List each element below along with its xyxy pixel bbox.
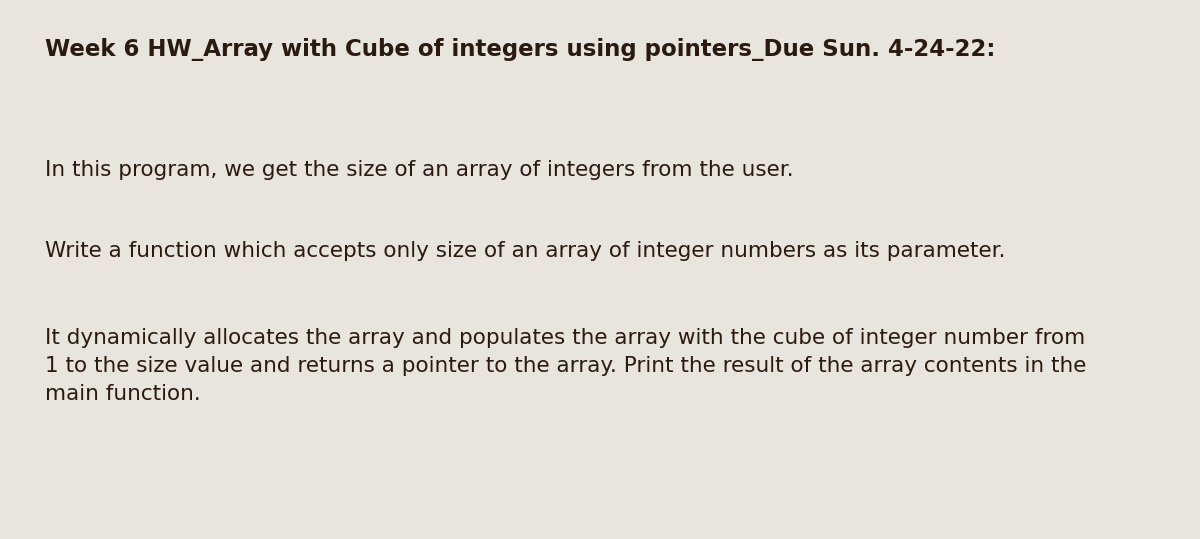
Text: Write a function which accepts only size of an array of integer numbers as its p: Write a function which accepts only size… xyxy=(46,241,1006,261)
Text: Week 6 HW_Array with Cube of integers using pointers_Due Sun. 4-24-22:: Week 6 HW_Array with Cube of integers us… xyxy=(46,38,995,61)
Text: In this program, we get the size of an array of integers from the user.: In this program, we get the size of an a… xyxy=(46,160,793,180)
Text: It dynamically allocates the array and populates the array with the cube of inte: It dynamically allocates the array and p… xyxy=(46,328,1086,404)
